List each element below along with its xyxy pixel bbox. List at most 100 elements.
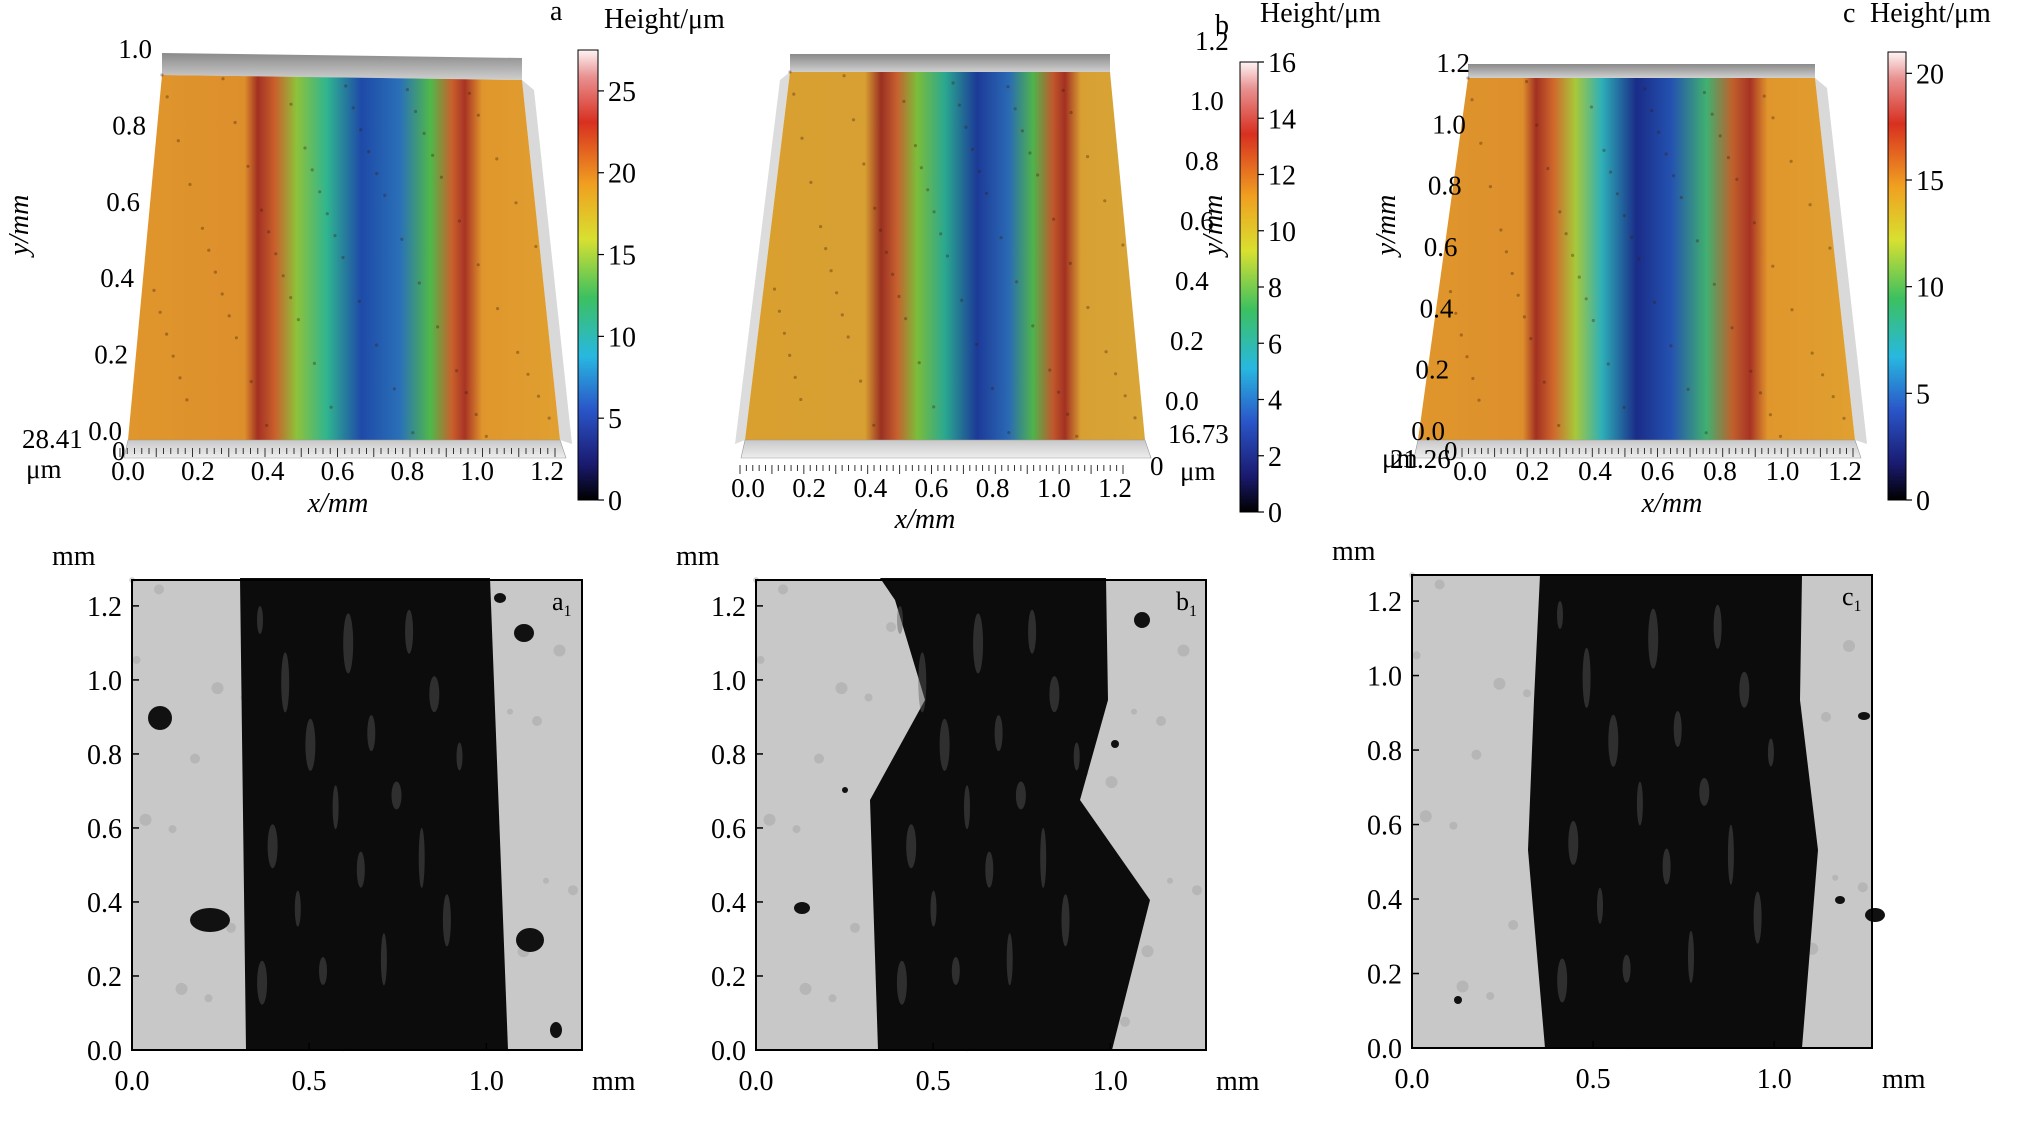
surface-texture xyxy=(1061,88,1065,92)
surface-texture xyxy=(926,188,930,192)
surface-texture xyxy=(970,147,975,151)
background-texture xyxy=(1177,644,1190,657)
track-streak xyxy=(391,781,402,810)
surface-texture xyxy=(411,431,415,435)
surface-texture xyxy=(1828,246,1832,250)
background-texture xyxy=(850,922,860,933)
surface-texture xyxy=(476,263,480,267)
surface-texture xyxy=(782,331,787,335)
colorbar-tick-label: 12 xyxy=(1268,161,1296,192)
x-tick-label: 1.0 xyxy=(469,1066,504,1097)
surface-texture xyxy=(1522,315,1526,319)
back-wall xyxy=(790,54,1110,72)
x-tick-label: 0.5 xyxy=(292,1066,327,1097)
surface-pit xyxy=(1835,896,1845,904)
surface-texture xyxy=(1589,105,1594,109)
surface-texture xyxy=(1808,203,1812,207)
surface-texture xyxy=(188,182,192,187)
micrograph-frame xyxy=(1411,574,1873,1049)
background-texture xyxy=(1434,579,1445,590)
surface-texture xyxy=(939,232,943,236)
side-wall xyxy=(735,72,790,444)
background-texture xyxy=(1508,920,1519,930)
y-axis-label: y/mm xyxy=(1371,195,1402,259)
y-tick-label: 0.0 xyxy=(87,1036,122,1067)
surface-texture xyxy=(213,270,217,274)
track-streak xyxy=(906,824,917,869)
surface-texture xyxy=(1591,318,1595,323)
surface-texture xyxy=(1762,94,1766,98)
background-texture xyxy=(132,655,141,664)
surface-texture xyxy=(1584,297,1588,301)
background-texture xyxy=(1843,640,1855,652)
surface-texture xyxy=(1036,173,1040,177)
background-texture xyxy=(864,693,873,702)
background-texture xyxy=(1192,885,1202,896)
surface-texture xyxy=(375,172,379,176)
surface-texture xyxy=(1542,380,1546,384)
surface-texture xyxy=(897,294,901,299)
surface-texture xyxy=(1504,250,1508,254)
top-panel-a: 0.0 0.2 0.4 0.6 0.8 1.0 1.2 x/mm 0.0 0.2 0.4 0.6 0.8… xyxy=(4,0,725,519)
track-streak xyxy=(1040,827,1047,888)
x-axis-label: x/mm xyxy=(1641,488,1703,519)
surface-texture xyxy=(1006,85,1010,89)
surface-pit xyxy=(148,706,172,730)
y-tick-label: 1.0 xyxy=(1367,662,1402,693)
x-tick-label: 0.2 xyxy=(181,456,215,486)
surface-texture xyxy=(1704,431,1708,435)
surface-texture xyxy=(1752,221,1756,225)
track-streak xyxy=(897,606,903,634)
surface-texture xyxy=(176,139,180,143)
micrograph-frame xyxy=(131,579,583,1051)
x-tick-label: 1.2 xyxy=(1098,473,1132,503)
surface-texture xyxy=(1510,271,1514,276)
surface-texture xyxy=(547,416,551,420)
surface-texture xyxy=(1535,123,1539,127)
y-tick-label: 0.4 xyxy=(711,888,746,919)
surface-texture xyxy=(220,292,224,296)
track-streak xyxy=(418,827,425,888)
surface-texture xyxy=(359,128,363,132)
x-tick-label: 0.6 xyxy=(321,456,355,486)
track-streak xyxy=(429,676,440,713)
surface-texture xyxy=(793,375,797,379)
surface-texture xyxy=(777,309,782,313)
surface-texture xyxy=(414,109,418,114)
x-tick-label: 1.0 xyxy=(1757,1064,1792,1095)
surface-texture xyxy=(873,206,877,210)
surface-texture xyxy=(514,201,518,205)
background-texture xyxy=(175,982,188,995)
z-zero-value: 0 xyxy=(112,436,126,466)
surface-texture xyxy=(1571,253,1575,257)
surface-texture xyxy=(171,354,175,358)
track-streak xyxy=(257,960,268,1005)
surface-texture xyxy=(800,136,804,140)
surface-texture xyxy=(1488,185,1492,189)
surface-texture xyxy=(932,210,936,214)
y-tick-label: 0.6 xyxy=(106,187,140,217)
y-tick-label: 0.8 xyxy=(1428,171,1462,201)
colorbar-tick-label: 14 xyxy=(1268,104,1296,135)
surface-texture xyxy=(1664,152,1668,156)
y-tick-label: 1.2 xyxy=(1436,48,1470,78)
colorbar-tick-label: 2 xyxy=(1268,442,1282,473)
x-tick-label: 0.0 xyxy=(115,1066,150,1097)
background-texture xyxy=(1449,821,1458,830)
track-streak xyxy=(1688,930,1694,983)
track-streak xyxy=(1662,848,1671,885)
surface-texture xyxy=(318,190,322,194)
surface-texture xyxy=(1718,134,1722,138)
background-texture xyxy=(507,708,513,715)
background-texture xyxy=(1419,810,1432,823)
surface-texture xyxy=(165,95,169,99)
surface-texture xyxy=(1133,416,1137,420)
background-texture xyxy=(204,994,213,1003)
colorbar-tick-label: 5 xyxy=(1916,379,1930,410)
surface-texture xyxy=(1606,362,1610,366)
colorbar-tick-label: 20 xyxy=(608,159,636,190)
background-texture xyxy=(763,813,776,826)
x-tick-label: 1.0 xyxy=(460,456,494,486)
surface-texture xyxy=(221,77,225,81)
background-texture xyxy=(543,877,549,884)
